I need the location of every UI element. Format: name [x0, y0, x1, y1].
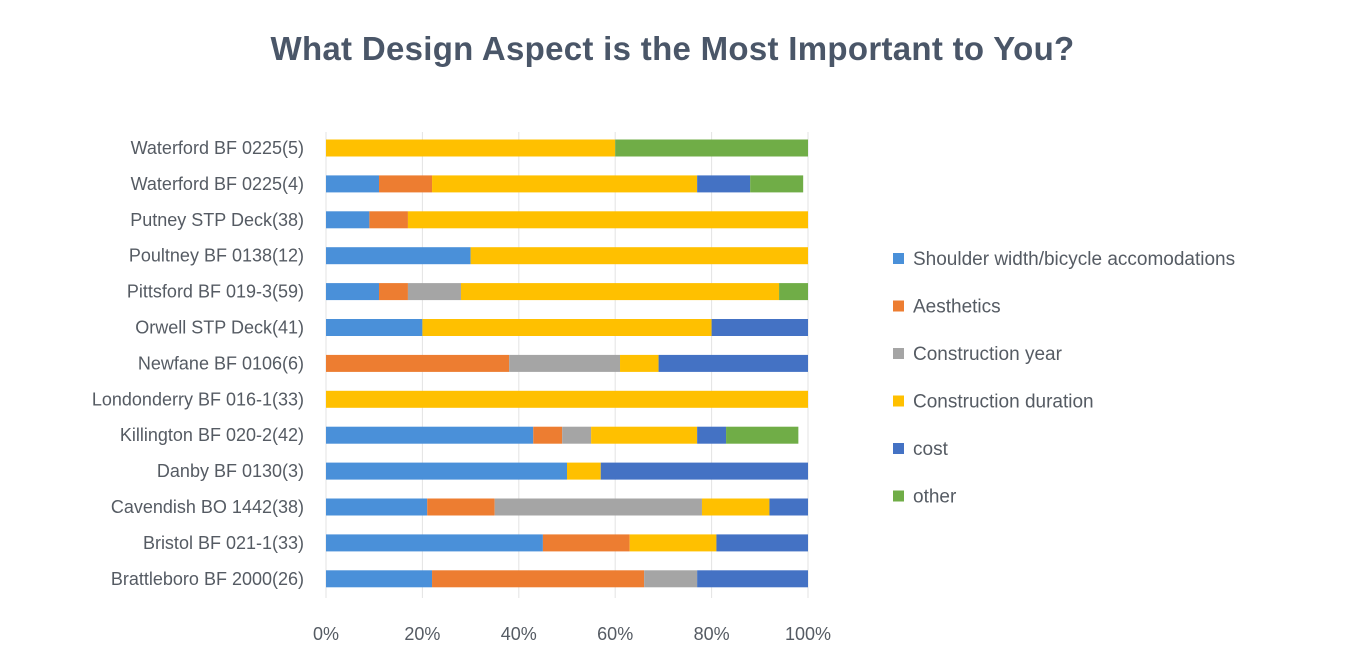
- bar-segment: [711, 319, 808, 336]
- bar-segment: [591, 426, 698, 444]
- bar-segment: [658, 354, 808, 372]
- bar-segment: [379, 283, 408, 301]
- bar-segment: [326, 139, 616, 157]
- x-tick-labels: 0% 20% 40% 60% 80% 100%: [313, 624, 831, 644]
- bar-segment: [750, 175, 804, 193]
- bar-segment: [326, 498, 428, 516]
- x-tick-label: 0%: [313, 624, 339, 644]
- legend-label: Construction year: [913, 344, 1063, 365]
- legend-swatch: [893, 253, 904, 264]
- bar-segment: [697, 175, 751, 193]
- legend-swatch: [893, 348, 904, 359]
- x-tick-label: 40%: [501, 624, 537, 644]
- bar-segment: [509, 354, 621, 372]
- x-tick-label: 60%: [597, 624, 633, 644]
- category-label: Waterford BF 0225(4): [131, 174, 304, 194]
- bar-segment: [326, 247, 471, 265]
- bar-segment: [615, 139, 808, 157]
- bar-segment: [432, 570, 645, 588]
- bar-segment: [407, 283, 461, 301]
- chart-title: What Design Aspect is the Most Important…: [270, 30, 1075, 67]
- category-label: Bristol BF 021-1(33): [143, 533, 304, 553]
- category-label: Newfane BF 0106(6): [138, 353, 304, 373]
- bar-segment: [533, 426, 563, 444]
- bar-segment: [697, 426, 727, 444]
- x-tick-label: 20%: [404, 624, 440, 644]
- legend-swatch: [893, 443, 904, 454]
- category-label: Danby BF 0130(3): [157, 461, 304, 481]
- x-tick-label: 100%: [785, 624, 831, 644]
- bar-segment: [542, 534, 630, 552]
- x-tick-label: 80%: [694, 624, 730, 644]
- legend-swatch: [893, 395, 904, 407]
- bar-segment: [629, 534, 717, 552]
- bar-segment: [644, 570, 698, 588]
- bar-segment: [697, 570, 808, 588]
- bar-segment: [326, 319, 423, 336]
- bar-segment: [379, 175, 433, 193]
- bar-segment: [326, 211, 370, 229]
- bar-segment: [326, 462, 567, 480]
- bar-segment: [470, 247, 808, 265]
- bar-segment: [460, 283, 780, 301]
- category-label: Cavendish BO 1442(38): [111, 497, 304, 517]
- bar-segment: [494, 498, 702, 516]
- bar-segment: [407, 211, 808, 229]
- category-label: Orwell STP Deck(41): [135, 318, 304, 338]
- bar-segment: [600, 462, 808, 480]
- bar-segment: [326, 426, 534, 444]
- category-label: Killington BF 020-2(42): [120, 425, 304, 445]
- category-label: Putney STP Deck(38): [130, 210, 304, 230]
- bar-segment: [726, 426, 799, 444]
- bar-segment: [422, 319, 712, 336]
- bar-segment: [427, 498, 495, 516]
- bar-segment: [432, 175, 698, 193]
- bar-segment: [326, 283, 380, 301]
- bar-segment: [701, 498, 770, 516]
- legend-label: cost: [913, 439, 949, 460]
- bars: [326, 139, 808, 588]
- bar-segment: [567, 462, 601, 480]
- legend-label: Shoulder width/bicycle accomodations: [913, 249, 1235, 270]
- legend-label: Construction duration: [913, 392, 1094, 413]
- bar-segment: [369, 211, 408, 229]
- bar-segment: [326, 175, 380, 193]
- category-label: Pittsford BF 019-3(59): [127, 282, 304, 302]
- category-label: Londonderry BF 016-1(33): [92, 389, 304, 409]
- legend-swatch: [893, 300, 904, 312]
- legend-label: other: [913, 487, 957, 508]
- bar-segment: [769, 498, 808, 516]
- category-label: Poultney BF 0138(12): [129, 246, 304, 266]
- legend: Shoulder width/bicycle accomodations Aest…: [893, 249, 1235, 508]
- bar-segment: [562, 426, 592, 444]
- category-labels: Waterford BF 0225(5) Waterford BF 0225(4)…: [92, 138, 304, 589]
- bar-segment: [326, 390, 808, 408]
- bar-segment: [326, 354, 510, 372]
- bar-segment: [716, 534, 808, 552]
- legend-label: Aesthetics: [913, 297, 1001, 318]
- category-label: Brattleboro BF 2000(26): [111, 569, 304, 589]
- bar-segment: [779, 283, 808, 301]
- bar-segment: [620, 354, 659, 372]
- bar-segment: [326, 570, 433, 588]
- bar-segment: [326, 534, 543, 552]
- legend-swatch: [893, 490, 904, 502]
- category-label: Waterford BF 0225(5): [131, 138, 304, 158]
